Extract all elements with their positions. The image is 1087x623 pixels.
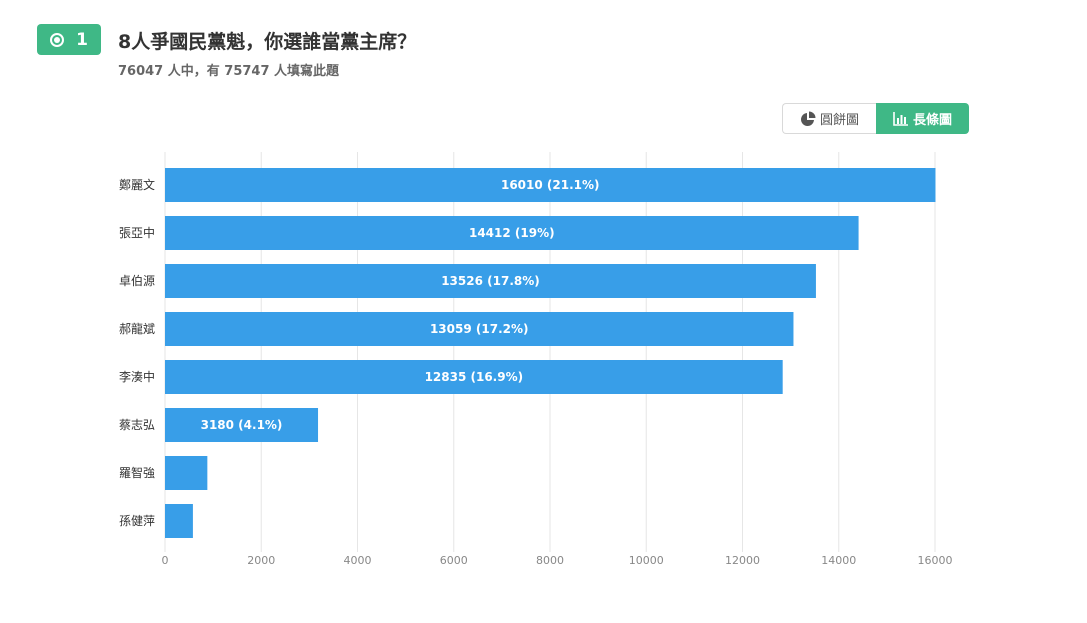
question-number-badge: 1 — [37, 24, 101, 55]
response-count: 76047 人中，有 75747 人填寫此題 — [118, 64, 340, 79]
category-label: 郝龍斌 — [119, 321, 155, 336]
category-label: 張亞中 — [119, 225, 155, 240]
x-tick-label: 0 — [162, 554, 169, 567]
question-number: 1 — [76, 29, 88, 50]
bar-chart-label: 長條圖 — [912, 113, 952, 128]
x-tick-label: 8000 — [536, 554, 564, 567]
bar-chart-button[interactable]: 長條圖 — [876, 103, 969, 134]
data-label: 16010 (21.1%) — [501, 178, 600, 192]
radio-icon — [50, 32, 65, 47]
category-label: 李湊中 — [119, 369, 155, 384]
bar — [165, 360, 783, 394]
bar — [165, 408, 319, 442]
pie-chart-button[interactable]: 圓餅圖 — [782, 103, 876, 134]
bar — [165, 264, 816, 298]
data-label: 13059 (17.2%) — [430, 322, 529, 336]
category-label: 蔡志弘 — [119, 418, 155, 432]
question-title: 8人爭國民黨魁，你選誰當黨主席？ — [118, 31, 417, 53]
category-label: 孫健萍 — [119, 514, 155, 528]
bar — [165, 312, 794, 346]
data-label: 3180 (4.1%) — [201, 418, 283, 432]
x-tick-label: 16000 — [918, 554, 953, 567]
bar-chart-icon — [893, 111, 909, 126]
bar — [165, 456, 208, 490]
chart-view-toggle: 圓餅圖 長條圖 — [782, 103, 969, 134]
x-tick-label: 14000 — [821, 554, 856, 567]
pie-chart-label: 圓餅圖 — [819, 113, 859, 128]
x-tick-label: 6000 — [440, 554, 468, 567]
data-label: 14412 (19%) — [469, 226, 555, 240]
x-tick-label: 2000 — [247, 554, 275, 567]
x-tick-label: 10000 — [629, 554, 664, 567]
pie-chart-icon — [800, 111, 816, 127]
bar — [165, 216, 859, 250]
x-tick-label: 12000 — [725, 554, 760, 567]
category-label: 羅智強 — [119, 465, 155, 480]
data-label: 13526 (17.8%) — [441, 274, 540, 288]
data-label: 12835 (16.9%) — [425, 370, 524, 384]
bar — [165, 504, 193, 538]
bar — [165, 168, 936, 202]
category-label: 卓伯源 — [119, 273, 155, 288]
category-label: 鄭麗文 — [119, 177, 155, 192]
x-tick-label: 4000 — [344, 554, 372, 567]
